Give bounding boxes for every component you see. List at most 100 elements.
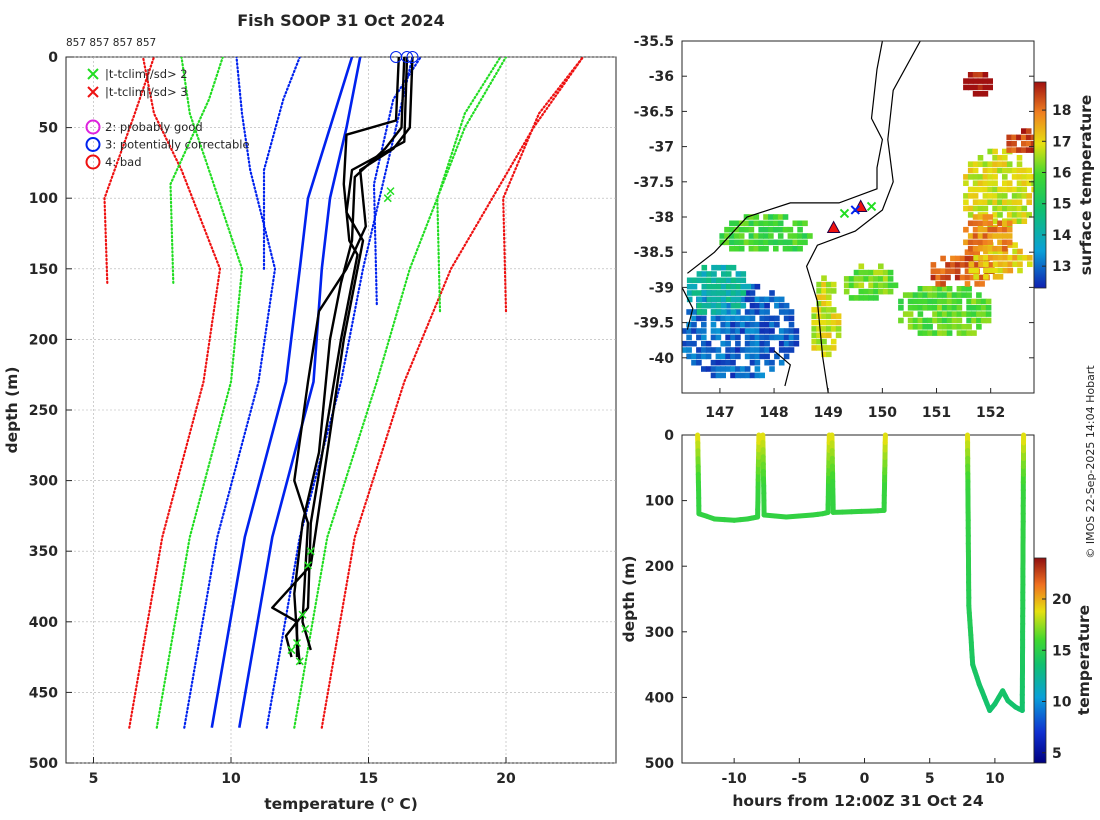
y-tick-label-0: 0: [48, 50, 58, 66]
sst-pixel: [745, 283, 751, 290]
sst-pixel: [735, 353, 741, 360]
sst-pixel: [917, 286, 924, 292]
sst-pixel: [821, 319, 827, 326]
series-stub-blue-a: [262, 57, 301, 270]
sst-pixel: [1011, 141, 1017, 147]
sst-pixel: [1006, 226, 1013, 233]
sst-pixel: [853, 295, 860, 301]
sst-pixel: [988, 255, 994, 261]
sst-pixel: [774, 321, 780, 328]
sst-pixel: [1006, 199, 1013, 205]
sst-pixel: [945, 262, 951, 268]
sst-pixel: [858, 263, 865, 270]
sst-pixel: [937, 286, 943, 292]
sst-pixel: [706, 283, 712, 290]
sst-pixel: [793, 340, 800, 347]
sst-pixel: [701, 366, 707, 372]
sst-pixel: [907, 298, 914, 305]
sst-pixel: [992, 148, 998, 155]
sst-pixel: [691, 321, 697, 328]
sst-pixel: [724, 233, 730, 239]
sst-pixel: [830, 288, 837, 294]
sst-pixel: [754, 372, 761, 379]
map-y-tick-label-3: -37: [649, 140, 674, 156]
sst-pixel: [788, 340, 795, 347]
sst-pixel: [935, 281, 941, 287]
sst-cbar-label-15: 15: [1052, 197, 1071, 213]
sst-pixel: [961, 292, 967, 298]
sst-cbar-label-17: 17: [1052, 134, 1071, 150]
sst-pixel: [719, 239, 725, 246]
sst-pixel: [753, 245, 760, 252]
sst-pixel: [980, 305, 987, 311]
map-y-tick-label-7: -39: [649, 280, 674, 296]
sst-pixel: [982, 245, 989, 252]
sst-pixel: [992, 161, 998, 167]
sst-pixel: [729, 233, 735, 239]
series-stub-green-a: [169, 57, 224, 284]
series-mean-blue-right: [238, 57, 362, 728]
sst-pixel: [997, 155, 1003, 161]
time-y-axis-label: depth (m): [620, 556, 638, 643]
sst-pixel: [982, 186, 989, 193]
sst-pixel: [956, 305, 963, 311]
sst-pixel: [935, 274, 941, 281]
sst-pixel: [764, 302, 770, 309]
sst-pixel: [882, 288, 889, 295]
sst-pixel: [711, 290, 717, 296]
sst-pixel: [730, 283, 737, 290]
sst-pixel: [1016, 212, 1023, 218]
legend-label-2: 2: probably good: [105, 120, 203, 134]
sst-pixel: [997, 226, 1003, 233]
sst-pixel: [710, 334, 717, 341]
sst-pixel: [1016, 199, 1023, 205]
sst-pixel: [1016, 180, 1023, 186]
sst-pixel: [797, 220, 803, 227]
sst-pixel: [744, 334, 751, 341]
temp-cbar-label-10: 10: [1052, 695, 1072, 711]
sst-pixel: [754, 347, 761, 353]
sst-pixel: [724, 239, 730, 246]
sst-pixel: [863, 288, 869, 295]
sst-pixel: [749, 372, 756, 379]
sst-pixel: [720, 340, 726, 347]
sst-pixel: [1026, 212, 1032, 218]
sst-pixel: [773, 214, 779, 220]
sst-pixel: [967, 167, 974, 174]
time-y-tick-label-500: 500: [645, 756, 674, 772]
sst-pixel: [964, 262, 971, 268]
x-axis-label: temperature (o C): [264, 795, 418, 813]
sst-pixel: [997, 239, 1003, 246]
sst-pixel: [773, 245, 779, 252]
sst-pixel: [982, 205, 989, 212]
sst-pixel: [988, 267, 994, 274]
sst-pixel: [967, 212, 974, 218]
series-stub-red-b: [502, 57, 585, 313]
sst-pixel: [946, 324, 953, 330]
sst-pixel: [987, 220, 993, 227]
sst-pixel: [715, 353, 722, 360]
sst-pixel: [1006, 220, 1013, 227]
coastline-1: [805, 41, 921, 393]
sst-pixel: [976, 305, 982, 311]
sst-pixel: [797, 226, 803, 233]
sst-pixel: [992, 212, 998, 218]
sst-pixel: [972, 161, 979, 167]
series-profile-4: [271, 57, 409, 658]
sst-pixel: [967, 78, 974, 84]
sst-pixel: [701, 264, 708, 271]
sst-pixel: [744, 372, 751, 379]
sst-pixel: [811, 338, 817, 345]
sst-pixel: [748, 239, 755, 246]
sst-pixel: [868, 282, 874, 289]
sst-pixel: [963, 226, 969, 233]
sst-pixel: [941, 317, 948, 324]
sst-pixel: [758, 239, 764, 246]
sst-pixel: [967, 220, 974, 227]
sst-pixel: [992, 255, 999, 261]
sst-pixel: [777, 226, 784, 233]
sst-pixel: [721, 309, 727, 315]
sst-pixel: [946, 330, 953, 336]
sst-pixel: [1002, 180, 1008, 186]
sst-pixel: [816, 338, 822, 345]
